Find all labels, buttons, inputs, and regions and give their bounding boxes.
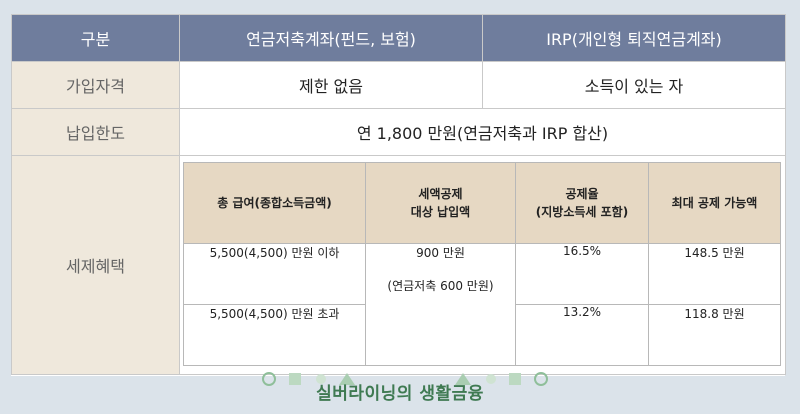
footer-decoration-left <box>262 372 355 386</box>
tax-benefit-table: 총 급여(종합소득금액) 세액공제 대상 납입액 공제율 (지방소득세 포함) … <box>183 162 781 366</box>
row2-income: 5,500(4,500) 만원 초과 <box>183 304 366 366</box>
eligibility-label: 가입자격 <box>11 61 180 109</box>
eligibility-irp: 소득이 있는 자 <box>482 61 786 109</box>
deductible-amount-note: (연금저축 600 만원) <box>387 279 494 293</box>
limit-row: 납입한도 연 1,800 만원(연금저축과 IRP 합산) <box>11 108 786 156</box>
limit-label: 납입한도 <box>11 108 180 156</box>
tax-header-rate-text: 공제율 (지방소득세 포함) <box>535 187 629 219</box>
tax-header-deductible: 세액공제 대상 납입액 <box>365 162 516 244</box>
row1-rate: 16.5% <box>515 243 649 305</box>
deductible-amount-main: 900 만원 <box>416 246 465 260</box>
header-category: 구분 <box>11 14 180 62</box>
pension-comparison-table: 구분 연금저축계좌(펀드, 보험) IRP(개인형 퇴직연금계좌) 가입자격 제… <box>11 14 786 375</box>
tax-benefit-label: 세제혜택 <box>11 155 180 375</box>
pension-comparison-table-frame: 구분 연금저축계좌(펀드, 보험) IRP(개인형 퇴직연금계좌) 가입자격 제… <box>11 14 786 376</box>
eligibility-row: 가입자격 제한 없음 소득이 있는 자 <box>11 61 786 109</box>
tax-header-income-text: 총 급여(종합소득금액) <box>217 196 332 210</box>
row2-max: 118.8 만원 <box>648 304 781 366</box>
table-header-row: 구분 연금저축계좌(펀드, 보험) IRP(개인형 퇴직연금계좌) <box>11 14 786 62</box>
footer-decoration-right <box>455 372 548 386</box>
footer-text: 실버라이닝의 생활금융 <box>316 384 484 404</box>
tax-benefit-cell: 총 급여(종합소득금액) 세액공제 대상 납입액 공제율 (지방소득세 포함) … <box>179 155 786 375</box>
tax-header-max-text: 최대 공제 가능액 <box>671 196 758 210</box>
tax-header-max: 최대 공제 가능액 <box>648 162 781 244</box>
row2-rate: 13.2% <box>515 304 649 366</box>
tax-table-row: 5,500(4,500) 만원 이하 900 만원 (연금저축 600 만원) … <box>183 243 781 366</box>
tax-table-row: 5,500(4,500) 만원 초과 13.2% 118.8 만원 <box>183 304 781 366</box>
tax-header-deductible-text: 세액공제 대상 납입액 <box>410 187 471 219</box>
eligibility-pension: 제한 없음 <box>179 61 483 109</box>
row1-income: 5,500(4,500) 만원 이하 <box>183 243 366 305</box>
limit-value: 연 1,800 만원(연금저축과 IRP 합산) <box>179 108 786 156</box>
footer-watermark: 실버라이닝의 생활금융 <box>0 379 800 409</box>
header-irp: IRP(개인형 퇴직연금계좌) <box>482 14 786 62</box>
tax-header-income: 총 급여(종합소득금액) <box>183 162 366 244</box>
tax-table-header-row: 총 급여(종합소득금액) 세액공제 대상 납입액 공제율 (지방소득세 포함) … <box>183 162 781 244</box>
row1-max: 148.5 만원 <box>648 243 781 305</box>
tax-header-rate: 공제율 (지방소득세 포함) <box>515 162 649 244</box>
deductible-amount: 900 만원 (연금저축 600 만원) <box>365 243 516 366</box>
header-pension-savings: 연금저축계좌(펀드, 보험) <box>179 14 483 62</box>
tax-benefit-row: 세제혜택 총 급여(종합소득금액) 세액공제 대상 납입액 공제율 (지방소득세… <box>11 155 786 375</box>
